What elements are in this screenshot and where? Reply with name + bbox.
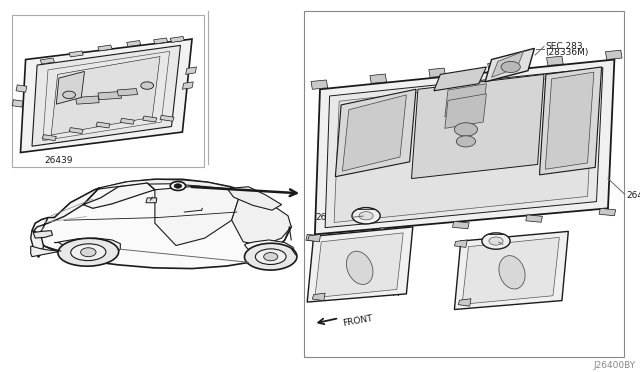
Polygon shape [429, 68, 445, 77]
Polygon shape [186, 67, 196, 74]
Polygon shape [342, 95, 406, 171]
Polygon shape [99, 179, 246, 194]
Polygon shape [31, 231, 44, 257]
Polygon shape [454, 231, 568, 310]
Polygon shape [540, 67, 602, 175]
Polygon shape [334, 74, 594, 222]
Polygon shape [599, 208, 616, 216]
Circle shape [174, 184, 182, 188]
Ellipse shape [499, 256, 525, 289]
Circle shape [482, 233, 510, 249]
Text: 26430: 26430 [626, 191, 640, 200]
Polygon shape [155, 186, 240, 246]
Circle shape [170, 182, 186, 190]
Polygon shape [69, 51, 83, 57]
Circle shape [141, 82, 154, 89]
Polygon shape [227, 187, 282, 210]
Polygon shape [98, 45, 112, 51]
Ellipse shape [346, 251, 373, 285]
Polygon shape [412, 74, 544, 179]
Polygon shape [56, 71, 84, 104]
Ellipse shape [58, 238, 118, 266]
Polygon shape [605, 50, 622, 60]
Polygon shape [69, 128, 83, 134]
Polygon shape [492, 51, 524, 77]
Polygon shape [33, 231, 52, 238]
Polygon shape [445, 84, 486, 117]
Polygon shape [445, 94, 486, 128]
Ellipse shape [255, 249, 286, 264]
Circle shape [454, 123, 477, 136]
Polygon shape [380, 228, 396, 235]
Polygon shape [526, 215, 543, 222]
Polygon shape [40, 58, 54, 64]
Polygon shape [154, 38, 168, 44]
Polygon shape [32, 45, 180, 146]
Circle shape [489, 237, 503, 245]
Polygon shape [83, 183, 155, 208]
Polygon shape [454, 240, 467, 247]
Text: 26439: 26439 [45, 156, 74, 165]
Polygon shape [311, 80, 328, 89]
Polygon shape [160, 115, 174, 121]
Text: J26400BY: J26400BY [593, 361, 636, 370]
Bar [12, 15, 204, 167]
Polygon shape [96, 122, 110, 128]
Polygon shape [98, 92, 122, 100]
Polygon shape [127, 41, 141, 46]
Text: FRONT: FRONT [342, 314, 374, 328]
Polygon shape [315, 60, 614, 234]
Polygon shape [146, 198, 157, 203]
Polygon shape [34, 188, 99, 234]
Polygon shape [488, 62, 504, 71]
Polygon shape [306, 234, 323, 242]
Polygon shape [244, 240, 296, 263]
Polygon shape [308, 234, 321, 242]
Text: (28336M): (28336M) [545, 48, 589, 57]
Circle shape [81, 248, 96, 257]
Polygon shape [143, 116, 157, 122]
Polygon shape [325, 68, 603, 228]
Circle shape [352, 208, 380, 224]
Text: SEC.283: SEC.283 [545, 42, 583, 51]
Polygon shape [117, 89, 138, 96]
Polygon shape [315, 233, 403, 298]
Text: 26410J: 26410J [316, 213, 347, 222]
Polygon shape [32, 179, 291, 269]
Polygon shape [335, 89, 416, 177]
Polygon shape [462, 237, 559, 304]
Circle shape [359, 212, 373, 220]
Polygon shape [485, 48, 534, 82]
Polygon shape [458, 299, 471, 306]
Polygon shape [307, 227, 413, 302]
Circle shape [63, 91, 76, 99]
Polygon shape [16, 85, 27, 92]
Polygon shape [545, 72, 594, 169]
Polygon shape [76, 96, 99, 104]
Polygon shape [42, 135, 56, 141]
Circle shape [456, 136, 476, 147]
Polygon shape [120, 118, 134, 124]
Polygon shape [12, 100, 23, 107]
Polygon shape [232, 194, 291, 246]
Polygon shape [452, 221, 469, 229]
Polygon shape [170, 36, 184, 42]
Polygon shape [312, 293, 325, 301]
Bar [304, 11, 624, 357]
Polygon shape [434, 67, 486, 91]
Text: 26432+A: 26432+A [357, 289, 399, 298]
Polygon shape [54, 238, 120, 255]
Polygon shape [547, 56, 563, 65]
Polygon shape [51, 57, 160, 135]
Polygon shape [20, 39, 192, 153]
Ellipse shape [244, 243, 297, 270]
Polygon shape [182, 82, 193, 89]
Ellipse shape [71, 244, 106, 261]
Circle shape [501, 61, 520, 73]
Polygon shape [31, 246, 61, 257]
Text: 26432: 26432 [460, 248, 488, 257]
Polygon shape [370, 74, 387, 83]
Circle shape [264, 253, 278, 261]
Text: 26410J: 26410J [506, 242, 537, 251]
